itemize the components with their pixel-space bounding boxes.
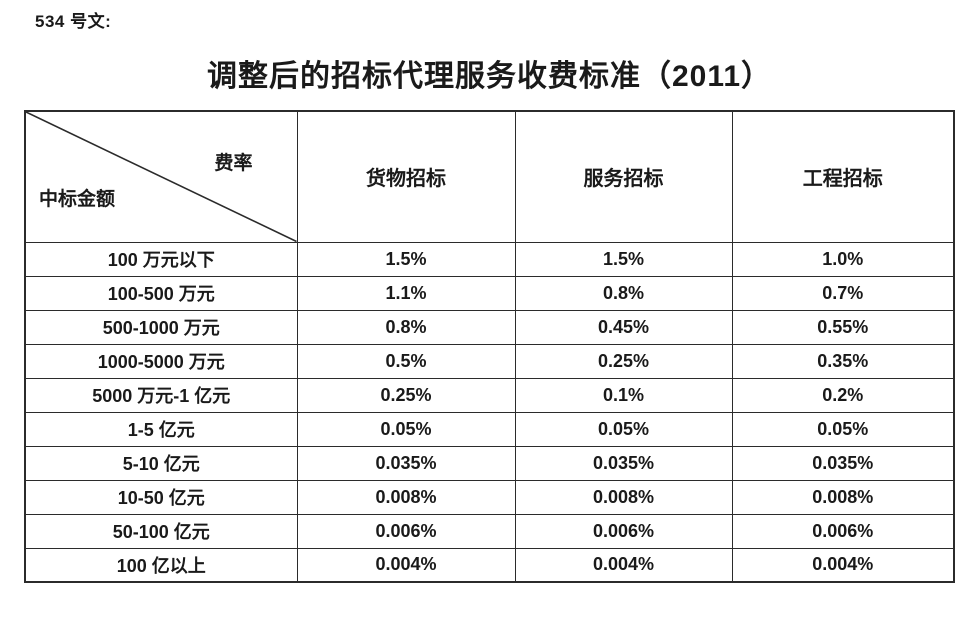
row-label: 100 亿以上 [24, 547, 298, 583]
fee-cell: 0.05% [731, 411, 955, 447]
column-header-engineering: 工程招标 [731, 110, 955, 243]
fee-cell: 0.05% [296, 411, 516, 447]
row-label: 5000 万元-1 亿元 [24, 377, 298, 413]
fee-cell: 0.8% [514, 275, 733, 311]
fee-cell: 0.45% [514, 309, 733, 345]
fee-cell: 0.035% [514, 445, 733, 481]
table-row: 5000 万元-1 亿元 0.25% 0.1% 0.2% [24, 377, 955, 413]
corner-cell: 费率 中标金额 [24, 110, 298, 243]
fee-cell: 1.5% [296, 241, 516, 277]
column-header-goods: 货物招标 [296, 110, 516, 243]
fee-cell: 1.1% [296, 275, 516, 311]
column-header-services: 服务招标 [514, 110, 733, 243]
table-row: 1000-5000 万元 0.5% 0.25% 0.35% [24, 343, 955, 379]
table-row: 100 万元以下 1.5% 1.5% 1.0% [24, 241, 955, 277]
table-row: 10-50 亿元 0.008% 0.008% 0.008% [24, 479, 955, 515]
row-label: 100 万元以下 [24, 241, 298, 277]
fee-cell: 0.008% [514, 479, 733, 515]
fee-cell: 0.004% [514, 547, 733, 583]
diagonal-line [26, 112, 297, 242]
row-label: 50-100 亿元 [24, 513, 298, 549]
table-header-row: 费率 中标金额 货物招标 服务招标 工程招标 [24, 110, 955, 243]
fee-cell: 0.035% [296, 445, 516, 481]
fee-cell: 0.55% [731, 309, 955, 345]
row-label: 100-500 万元 [24, 275, 298, 311]
fee-cell: 0.1% [514, 377, 733, 413]
row-label: 10-50 亿元 [24, 479, 298, 515]
fee-cell: 0.004% [731, 547, 955, 583]
fee-cell: 0.008% [296, 479, 516, 515]
fee-cell: 0.004% [296, 547, 516, 583]
fee-rate-table: 费率 中标金额 货物招标 服务招标 工程招标 100 万元以下 1.5% 1.5… [24, 110, 955, 583]
fee-cell: 1.5% [514, 241, 733, 277]
table-row: 100-500 万元 1.1% 0.8% 0.7% [24, 275, 955, 311]
fee-cell: 0.05% [514, 411, 733, 447]
row-label: 1-5 亿元 [24, 411, 298, 447]
table-row: 50-100 亿元 0.006% 0.006% 0.006% [24, 513, 955, 549]
fee-cell: 0.008% [731, 479, 955, 515]
fee-cell: 0.035% [731, 445, 955, 481]
fee-cell: 0.25% [514, 343, 733, 379]
fee-cell: 0.8% [296, 309, 516, 345]
row-label: 5-10 亿元 [24, 445, 298, 481]
corner-label-amount: 中标金额 [39, 189, 116, 210]
doc-number: 534 号文: [35, 12, 112, 31]
row-label: 1000-5000 万元 [24, 343, 298, 379]
table-row: 1-5 亿元 0.05% 0.05% 0.05% [24, 411, 955, 447]
fee-cell: 0.7% [731, 275, 955, 311]
fee-cell: 0.5% [296, 343, 516, 379]
fee-cell: 0.006% [514, 513, 733, 549]
fee-cell: 0.006% [731, 513, 955, 549]
row-label: 500-1000 万元 [24, 309, 298, 345]
fee-cell: 0.006% [296, 513, 516, 549]
table-row: 100 亿以上 0.004% 0.004% 0.004% [24, 547, 955, 583]
page-title: 调整后的招标代理服务收费标准（2011） [206, 60, 773, 93]
fee-cell: 0.25% [296, 377, 516, 413]
corner-label-rate: 费率 [214, 153, 253, 174]
fee-cell: 1.0% [731, 241, 955, 277]
fee-cell: 0.2% [731, 377, 955, 413]
table-row: 5-10 亿元 0.035% 0.035% 0.035% [24, 445, 955, 481]
table-row: 500-1000 万元 0.8% 0.45% 0.55% [24, 309, 955, 345]
fee-cell: 0.35% [731, 343, 955, 379]
